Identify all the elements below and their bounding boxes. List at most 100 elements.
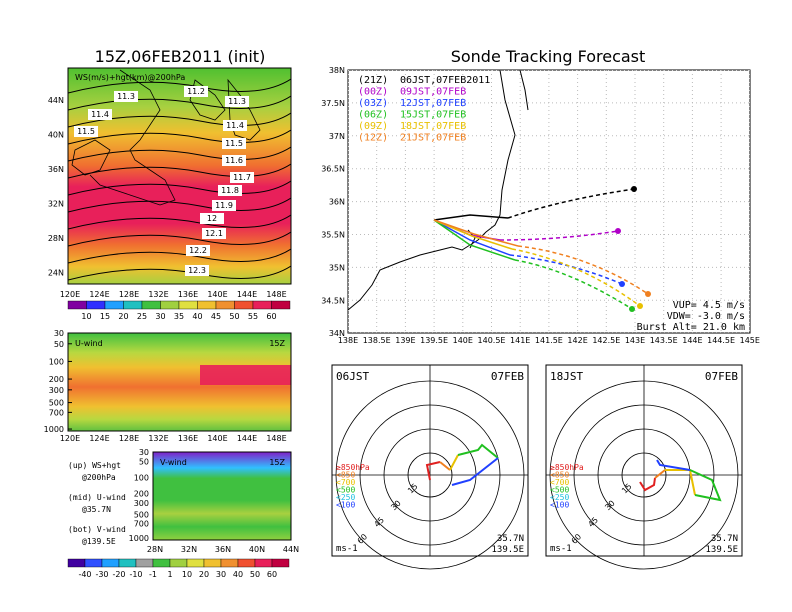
v-y-tick: 100: [134, 474, 149, 483]
left-title: 15Z,06FEB2011 (init): [95, 47, 266, 66]
contour-label-box: [218, 185, 242, 196]
contour-label: 11.6: [225, 156, 243, 165]
wind-colorbar-tick: 60: [267, 570, 277, 579]
ws-colorbar-cell: [197, 300, 217, 310]
hodo-legend-item: <500: [550, 486, 569, 495]
contour-label: 11.8: [221, 186, 239, 195]
u-x-tick: 128E: [119, 434, 139, 443]
contour-label-box: [74, 126, 98, 137]
hodo-legend-item: <250: [550, 493, 569, 502]
wind-colorbar-cell: [152, 558, 171, 568]
track-solid: [433, 219, 511, 256]
map-x-tick: 142.5E: [592, 336, 620, 345]
ws-colorbar-cell: [141, 300, 161, 310]
ws-x-tick: 128E: [119, 290, 139, 299]
hodo-legend-item: <700: [336, 478, 355, 487]
contour-label-box: [230, 172, 254, 183]
u-y-tick: 200: [49, 375, 64, 384]
ws-colorbar-cell: [104, 300, 124, 310]
map-param: VUP= 4.5 m/s: [673, 300, 745, 311]
ws-label: WS(m/s)+hgt(km)@200hPa: [75, 73, 185, 82]
note-line1: (bot) V-wind: [68, 525, 126, 534]
hodo-lat: 35.7N: [497, 534, 524, 544]
hodo-unit: ms-1: [550, 544, 572, 554]
map-legend-code: (00Z): [358, 87, 388, 98]
contour-label-box: [223, 120, 247, 131]
u-y-tick: 500: [49, 399, 64, 408]
map-x-tick: 143E: [625, 336, 645, 345]
hodo-trace: [654, 469, 666, 479]
map-y-tick: 36.5N: [321, 165, 345, 174]
wind-colorbar-cell: [186, 558, 205, 568]
hodo-legend-item: <850: [336, 471, 355, 480]
contour-label-box: [222, 155, 246, 166]
hodo-trace: [449, 454, 459, 471]
map-y-tick: 38N: [329, 66, 345, 75]
u-x-tick: 140E: [207, 434, 227, 443]
u-y-tick: 30: [54, 329, 64, 338]
v-x-tick: 28N: [147, 545, 163, 554]
wind-colorbar-tick: -40: [78, 570, 91, 579]
hodo-legend-item: ≥850hPa: [550, 463, 584, 472]
map-x-tick: 144E: [682, 336, 702, 345]
ws-y-tick: 44N: [48, 96, 64, 105]
map-x-tick: 138.5E: [363, 336, 391, 345]
hodo-trace: [439, 461, 451, 471]
hodo-lat: 35.7N: [711, 534, 738, 544]
contour-label: 11.4: [226, 121, 244, 130]
contour-label-box: [186, 245, 210, 256]
ws-colorbar-cell: [67, 300, 87, 310]
ws-colorbar-tick: 35: [174, 312, 184, 321]
v-y-tick: 200: [134, 489, 149, 498]
v-x-tick: 32N: [181, 545, 197, 554]
wind-colorbar-cell: [254, 558, 273, 568]
v-y-tick: 700: [134, 519, 149, 528]
height-contour: [68, 95, 291, 111]
track-endpoint: [631, 186, 637, 192]
hodo-legend-item: <100: [336, 501, 355, 510]
wind-colorbar-tick: -1: [149, 570, 157, 579]
ws-colorbar-tick: 10: [81, 312, 91, 321]
ws-x-tick: 120E: [60, 290, 80, 299]
ws-x-tick: 144E: [237, 290, 257, 299]
u-wind-label: U-wind: [75, 339, 103, 348]
u-y-tick: 50: [54, 340, 64, 349]
u-x-tick: 148E: [266, 434, 286, 443]
wind-colorbar-cell: [203, 558, 222, 568]
ws-colorbar-cell: [234, 300, 254, 310]
coastline: [71, 69, 261, 206]
contour-label-box: [88, 109, 112, 120]
v-y-tick: 30: [139, 448, 149, 457]
note-line1: (mid) U-wind: [68, 493, 126, 502]
map-legend-time: 09JST,07FEB: [400, 87, 466, 98]
note-line2: @200hPa: [82, 473, 116, 482]
map-x-tick: 139.5E: [420, 336, 448, 345]
map-x-tick: 140E: [453, 336, 473, 345]
contour-label: 11.5: [77, 127, 95, 136]
u-x-tick: 120E: [60, 434, 80, 443]
map-x-tick: 139E: [395, 336, 415, 345]
ws-colorbar-cell: [86, 300, 106, 310]
track-dashed: [517, 245, 649, 295]
u-x-tick: 136E: [178, 434, 198, 443]
v-y-tick: 300: [134, 499, 149, 508]
u-x-tick: 124E: [89, 434, 109, 443]
u-y-tick: 700: [49, 408, 64, 417]
wind-colorbar-tick: -20: [112, 570, 125, 579]
track-endpoint: [615, 228, 621, 234]
map-x-tick: 145E: [740, 336, 760, 345]
ws-y-tick: 40N: [48, 131, 64, 140]
track-solid: [433, 219, 519, 247]
track-solid: [433, 219, 516, 261]
u-x-tick: 132E: [148, 434, 168, 443]
ws-colorbar-tick: 55: [248, 312, 258, 321]
height-contour: [68, 231, 291, 247]
map-legend-code: (06Z): [358, 110, 388, 121]
map-x-tick: 143.5E: [650, 336, 678, 345]
contour-label-box: [185, 265, 209, 276]
hodo-legend-item: <100: [550, 501, 569, 510]
map-param: Burst Alt= 21.0 km: [637, 322, 745, 333]
hodo-trace: [451, 457, 499, 486]
